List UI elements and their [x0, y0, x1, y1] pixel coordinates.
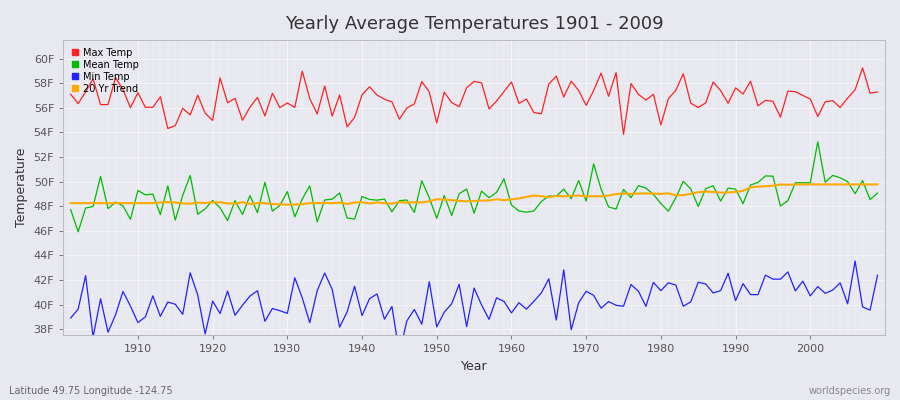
Legend: Max Temp, Mean Temp, Min Temp, 20 Yr Trend: Max Temp, Mean Temp, Min Temp, 20 Yr Tre… [68, 45, 141, 97]
Y-axis label: Temperature: Temperature [15, 148, 28, 228]
Text: Latitude 49.75 Longitude -124.75: Latitude 49.75 Longitude -124.75 [9, 386, 173, 396]
Text: worldspecies.org: worldspecies.org [809, 386, 891, 396]
X-axis label: Year: Year [461, 360, 488, 373]
Title: Yearly Average Temperatures 1901 - 2009: Yearly Average Temperatures 1901 - 2009 [284, 15, 663, 33]
